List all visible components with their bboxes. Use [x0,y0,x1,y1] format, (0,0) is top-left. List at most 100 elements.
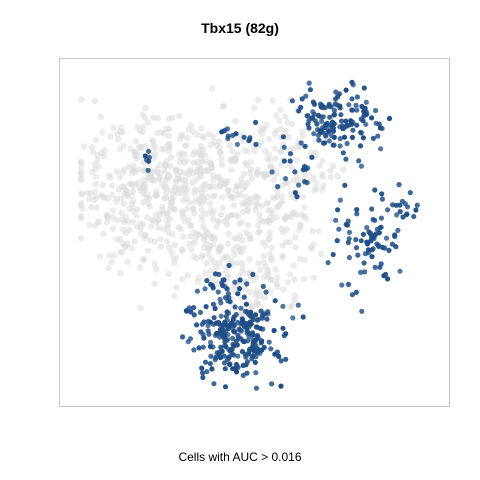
active-cell-point [201,335,207,341]
active-cell-point [237,286,243,292]
active-cell-point [333,217,339,223]
active-cell-point [328,132,334,138]
background-cell-point [260,252,268,260]
background-cell-point [216,144,223,151]
background-cell-point [100,230,107,237]
active-cell-point [208,339,214,345]
background-cell-point [199,217,206,224]
background-cell-point [239,269,246,276]
active-cell-point [349,79,355,85]
background-cell-point [221,180,229,187]
active-cell-point [226,354,232,360]
background-cell-point [120,166,128,173]
active-cell-point [229,335,236,341]
background-cell-point [137,145,145,152]
active-cell-point [354,94,360,100]
active-cell-point [188,309,194,315]
active-cell-point [300,314,306,320]
background-cell-point [183,205,190,212]
background-cell-point [231,251,238,259]
active-cell-point [240,362,246,369]
active-cell-point [233,311,239,318]
background-cell-point [153,211,160,219]
background-cell-point [150,114,157,121]
active-cell-point [201,319,207,325]
active-cell-point [223,313,229,319]
background-cell-point [116,146,124,153]
background-cell-point [122,213,130,221]
active-cell-point [241,294,247,300]
active-cell-point [226,361,233,367]
background-cell-point [81,143,88,150]
active-cell-point [187,336,193,342]
active-cell-point [219,129,225,135]
active-cell-point [198,329,204,335]
background-cell-point [334,172,341,180]
background-cell-point [310,274,317,281]
active-cell-point [292,190,298,196]
background-cell-point [310,174,317,181]
active-cell-point [331,107,337,113]
background-cell-point [190,151,197,158]
active-cell-point [372,217,378,223]
background-cell-point [145,195,153,202]
background-cell-point [181,218,188,225]
background-cell-point [144,247,152,254]
active-cell-point [222,343,228,349]
background-cell-point [97,192,105,199]
active-cell-point [252,312,259,318]
background-cell-point [196,147,204,154]
active-cell-point [244,325,250,331]
active-cell-point [344,140,350,147]
active-cell-point [296,108,302,114]
active-cell-point [146,148,152,154]
active-cell-point [225,291,231,297]
background-cell-point [247,158,254,165]
active-cell-point [295,302,301,308]
active-cell-point [208,353,214,359]
active-cell-point [369,115,375,121]
active-cell-point [207,361,213,367]
active-cell-point [414,202,420,208]
active-cell-point [358,269,364,275]
active-cell-point [233,338,240,344]
active-cell-point [255,346,261,352]
background-cell-point [286,271,294,278]
active-cell-point [272,298,278,304]
active-cell-point [258,308,264,314]
background-cell-point [104,214,112,221]
active-cell-point [246,138,252,144]
active-cell-point [346,122,352,128]
active-cell-point [253,385,259,391]
active-cell-point [386,247,392,253]
active-cell-point [203,304,209,310]
active-cell-point [366,229,372,235]
active-cell-point [196,345,202,351]
background-cell-point [328,217,336,224]
background-cell-point [156,174,163,182]
active-cell-point [228,346,234,352]
active-cell-point [142,153,148,159]
chart-caption: Cells with AUC > 0.016 [178,450,302,464]
active-cell-point [249,356,255,362]
background-cell-point [166,244,173,251]
active-cell-point [194,288,200,294]
background-cell-point [234,182,241,190]
active-cell-point [287,151,294,157]
active-cell-point [362,269,368,275]
background-cell-point [168,249,175,256]
background-cell-point [92,173,100,180]
background-cell-point [224,254,231,261]
background-cell-point [219,255,226,262]
active-cell-point [179,334,186,340]
active-cell-point [194,322,200,328]
background-cell-point [117,270,124,277]
active-cell-point [346,254,352,261]
background-cell-point [224,240,232,247]
background-cell-point [176,168,183,175]
active-cell-point [225,332,231,338]
active-cell-point [353,237,359,243]
background-cell-point [284,279,292,286]
active-cell-point [221,360,228,366]
active-cell-point [186,305,192,311]
